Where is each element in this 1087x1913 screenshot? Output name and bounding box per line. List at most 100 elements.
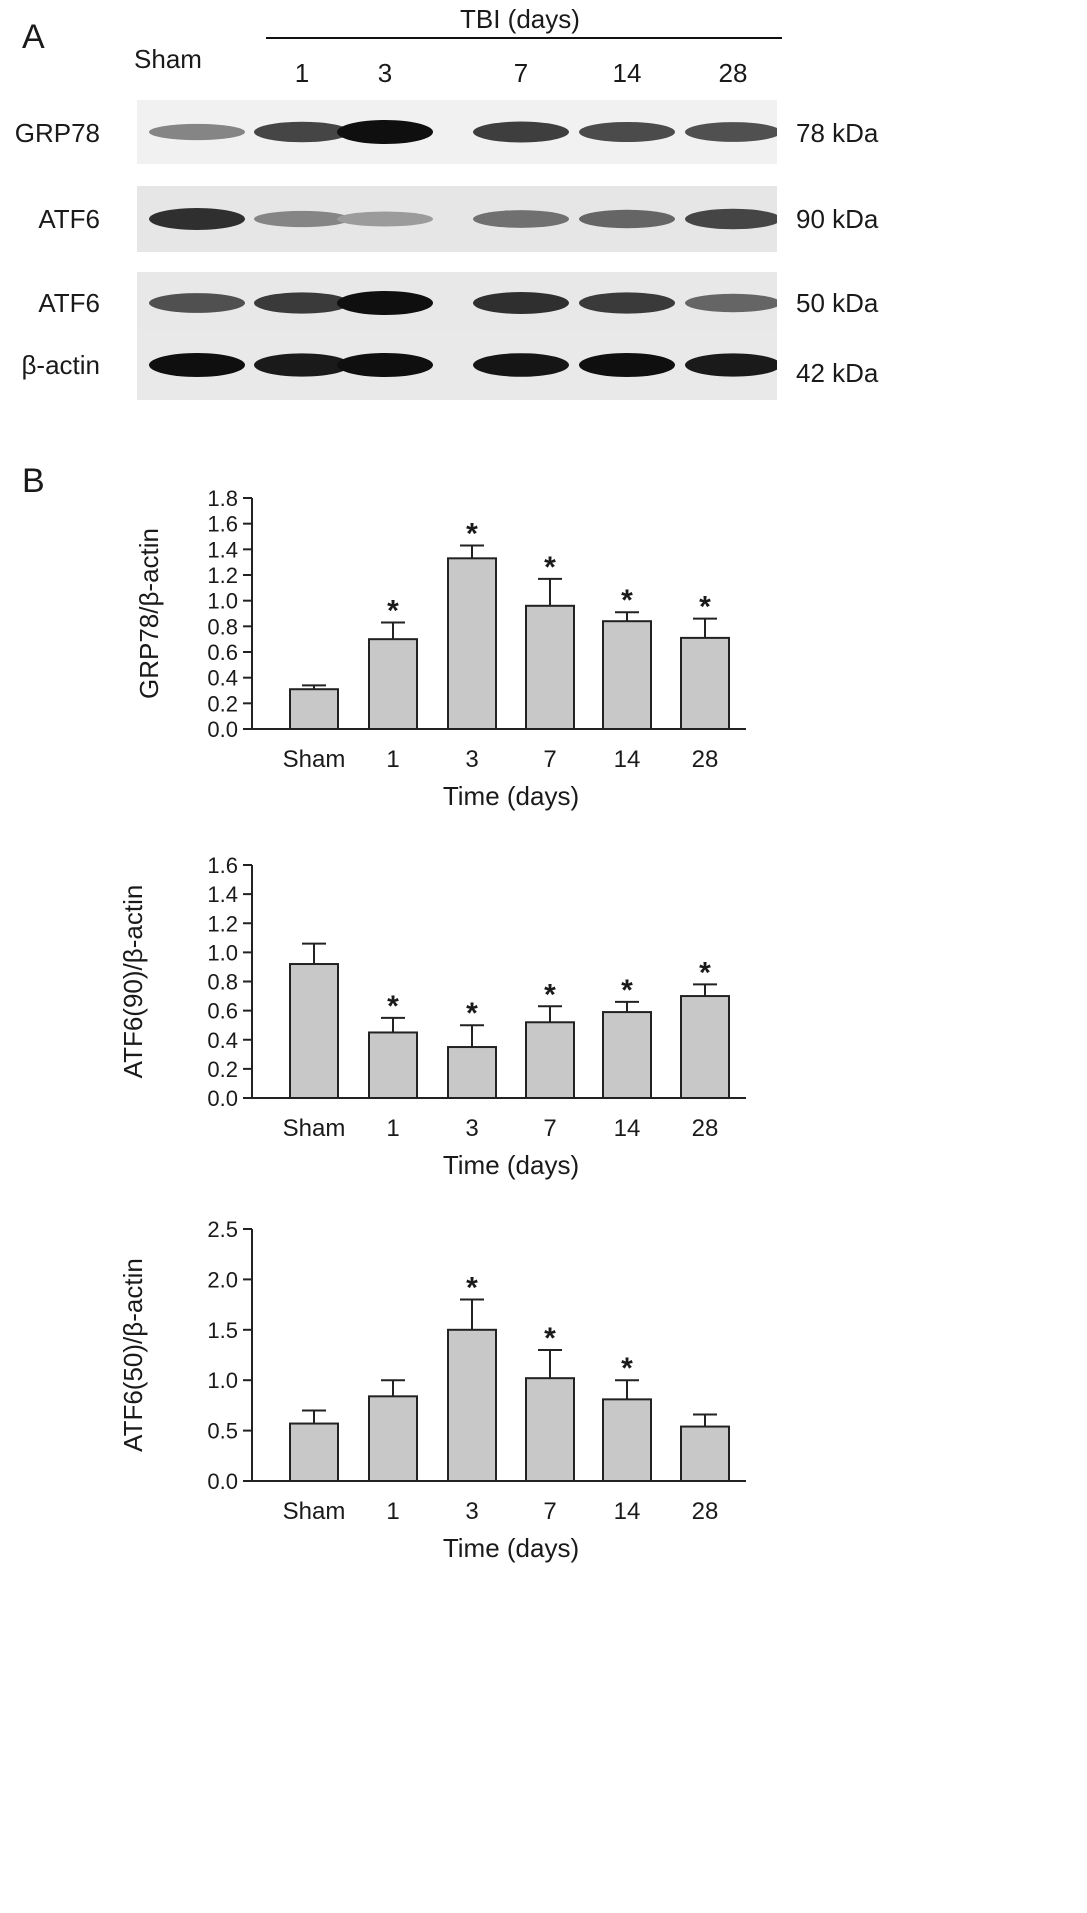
lane-label-sham: Sham bbox=[134, 44, 202, 74]
bar-7 bbox=[525, 604, 575, 730]
lane-label-7: 7 bbox=[513, 58, 529, 88]
significance-star: * bbox=[544, 551, 556, 584]
x-tick-label: 1 bbox=[386, 746, 399, 773]
bar-Sham bbox=[289, 963, 339, 1100]
y-axis-title: ATF6(90)/β-actin bbox=[118, 885, 148, 1079]
significance-star: * bbox=[621, 974, 633, 1007]
y-tick-label: 0.0 bbox=[207, 717, 238, 742]
significance-star: * bbox=[387, 594, 399, 627]
bar-14 bbox=[602, 1398, 652, 1483]
significance-star: * bbox=[544, 1322, 556, 1355]
x-tick-label: 28 bbox=[692, 1498, 719, 1525]
x-tick-label: 7 bbox=[543, 746, 556, 773]
x-axis-title: Time (days) bbox=[443, 781, 579, 811]
kda-grp78: 78 kDa bbox=[796, 118, 879, 148]
significance-star: * bbox=[466, 517, 478, 550]
y-tick-label: 2.5 bbox=[207, 1217, 238, 1242]
blot-band bbox=[337, 211, 433, 227]
blot-band bbox=[579, 209, 675, 229]
bar-14 bbox=[602, 1011, 652, 1099]
bar-28 bbox=[680, 1425, 730, 1482]
x-tick-label: 1 bbox=[386, 1498, 399, 1525]
y-tick-label: 2.0 bbox=[207, 1267, 238, 1292]
y-tick-label: 0.4 bbox=[207, 666, 238, 691]
panel-b-letter: B bbox=[22, 462, 45, 500]
x-tick-label: 14 bbox=[614, 1498, 641, 1525]
blot-atf6-90-svg bbox=[137, 186, 777, 252]
bar-7 bbox=[525, 1021, 575, 1100]
y-tick-label: 1.6 bbox=[207, 853, 238, 878]
bar-chart-3: 0.0 0.5 1.0 1.5 2.0 2.5 Sham 1 * 3 * 7 * 14 28 Time (da… bbox=[118, 1217, 746, 1563]
x-tick-label: 28 bbox=[692, 746, 719, 773]
y-tick-label: 1.4 bbox=[207, 537, 238, 562]
bar-14 bbox=[602, 620, 652, 731]
significance-star: * bbox=[466, 1272, 478, 1305]
y-tick-label: 0.2 bbox=[207, 1057, 238, 1082]
y-tick-label: 0.5 bbox=[207, 1419, 238, 1444]
bar-3 bbox=[447, 557, 497, 730]
blot-band bbox=[685, 208, 777, 230]
row-label-atf6-90: ATF6 bbox=[38, 204, 100, 234]
blot-band bbox=[685, 122, 777, 142]
row-label-beta-actin: β-actin bbox=[21, 350, 100, 380]
bar-28 bbox=[680, 636, 730, 731]
bar-Sham bbox=[289, 1422, 339, 1482]
x-tick-label: Sham bbox=[283, 1498, 346, 1525]
blot-band bbox=[149, 208, 245, 230]
y-tick-label: 1.6 bbox=[207, 512, 238, 537]
blot-band bbox=[254, 210, 350, 228]
y-tick-label: 0.6 bbox=[207, 640, 238, 665]
bar-7 bbox=[525, 1377, 575, 1482]
bar-1 bbox=[368, 638, 418, 731]
x-tick-label: 3 bbox=[465, 746, 478, 773]
lane-label-14: 14 bbox=[612, 58, 642, 88]
blot-band bbox=[579, 353, 675, 377]
kda-beta-actin: 42 kDa bbox=[796, 358, 879, 388]
blot-grp78-svg bbox=[137, 100, 777, 164]
x-tick-label: 14 bbox=[614, 1115, 641, 1142]
y-tick-label: 1.2 bbox=[207, 911, 238, 936]
blot-strip-grp78 bbox=[137, 100, 777, 164]
x-tick-label: Sham bbox=[283, 1115, 346, 1142]
bar-3 bbox=[447, 1046, 497, 1099]
y-tick-label: 0.4 bbox=[207, 1028, 238, 1053]
significance-star: * bbox=[544, 978, 556, 1011]
y-tick-label: 0.0 bbox=[207, 1469, 238, 1494]
y-tick-label: 1.4 bbox=[207, 882, 238, 907]
kda-atf6-90: 90 kDa bbox=[796, 204, 879, 234]
y-tick-label: 1.2 bbox=[207, 563, 238, 588]
panel-a-letter: A bbox=[22, 18, 45, 56]
kda-atf6-50: 50 kDa bbox=[796, 288, 879, 318]
bar-1 bbox=[368, 1395, 418, 1482]
blot-atf6-50-svg bbox=[137, 272, 777, 334]
bar-chart-2: 0.0 0.2 0.4 0.6 0.8 1.0 1.2 1.4 1.6 Sham * 1 * 3 * 7 * 14… bbox=[118, 853, 746, 1180]
significance-star: * bbox=[699, 956, 711, 989]
blot-strip-atf6-90 bbox=[137, 186, 777, 252]
bar-Sham bbox=[289, 688, 339, 731]
lane-label-1: 1 bbox=[294, 58, 310, 88]
blot-band bbox=[685, 353, 777, 377]
y-tick-label: 1.0 bbox=[207, 1368, 238, 1393]
significance-star: * bbox=[621, 584, 633, 617]
blot-band bbox=[473, 210, 569, 228]
y-axis-title: GRP78/β-actin bbox=[134, 528, 164, 699]
x-tick-label: 28 bbox=[692, 1115, 719, 1142]
blot-band bbox=[473, 121, 569, 143]
blot-band bbox=[337, 353, 433, 377]
y-tick-label: 0.6 bbox=[207, 999, 238, 1024]
blot-band bbox=[685, 293, 777, 313]
x-tick-label: Sham bbox=[283, 746, 346, 773]
tbi-header: TBI (days) bbox=[460, 4, 580, 34]
lane-label-3: 3 bbox=[377, 58, 393, 88]
blot-band bbox=[579, 292, 675, 314]
x-tick-label: 3 bbox=[465, 1498, 478, 1525]
blot-band bbox=[149, 353, 245, 377]
x-tick-label: 7 bbox=[543, 1498, 556, 1525]
bar-3 bbox=[447, 1328, 497, 1483]
lane-label-28: 28 bbox=[718, 58, 748, 88]
blot-strip-beta-actin bbox=[137, 330, 777, 400]
y-axis-title: ATF6(50)/β-actin bbox=[118, 1258, 148, 1452]
row-label-grp78: GRP78 bbox=[14, 118, 100, 148]
significance-star: * bbox=[699, 591, 711, 624]
